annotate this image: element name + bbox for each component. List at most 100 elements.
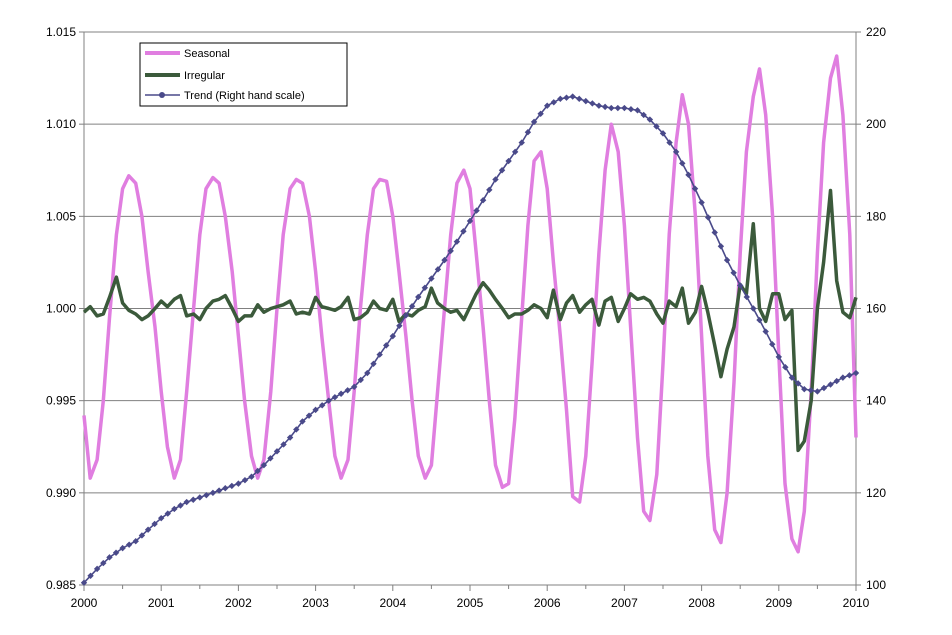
trend-point (428, 275, 435, 282)
trend-point (621, 104, 628, 112)
trend-point (299, 418, 306, 425)
trend-point (827, 381, 834, 388)
x-tick-label: 2008 (688, 596, 715, 610)
trend-point (196, 494, 203, 501)
trend-point (441, 256, 448, 264)
trend-point (762, 328, 769, 335)
trend-point (473, 207, 480, 214)
trend-point (704, 214, 712, 221)
trend-point (750, 305, 757, 312)
trend-point (627, 105, 635, 113)
trend-point (93, 565, 101, 573)
x-tick-label: 2006 (534, 596, 561, 610)
trend-point (814, 388, 821, 395)
x-tick-label: 2001 (148, 596, 175, 610)
trend-point (756, 316, 763, 324)
trend-point (711, 229, 718, 236)
trend-point (190, 496, 197, 503)
trend-point (730, 269, 737, 276)
trend-point (376, 351, 383, 358)
legend-label-trend: Trend (Right hand scale) (184, 90, 305, 102)
trend-point (415, 293, 422, 301)
x-tick-label: 2010 (843, 596, 870, 610)
trend-point (807, 387, 815, 394)
trend-point (782, 364, 789, 371)
trend-point (634, 107, 641, 114)
trend-point (679, 160, 686, 167)
trend-point (280, 441, 287, 448)
trend-point (563, 94, 570, 101)
trend-point (100, 559, 107, 567)
trend-point (389, 332, 396, 340)
trend-point (318, 402, 326, 409)
trend-point (228, 482, 236, 490)
trend-point (421, 284, 429, 291)
trend-point (119, 544, 126, 552)
trend-point (132, 538, 139, 545)
trend-point (608, 104, 615, 112)
x-tick-label: 2005 (457, 596, 484, 610)
trend-point (801, 385, 808, 393)
trend-point (331, 394, 339, 401)
trend-point (254, 467, 261, 475)
trend-point (544, 102, 551, 109)
trend-point (151, 520, 158, 528)
trend-point (177, 502, 184, 509)
trend-point (241, 476, 249, 484)
trend-point (743, 293, 750, 301)
trend-point (653, 123, 660, 130)
trend-point (839, 374, 847, 381)
right-axis: 100 120 140 160 180 200 220 (856, 25, 886, 592)
trend-point (260, 461, 268, 469)
trend-point (492, 176, 499, 183)
trend-point (576, 95, 583, 103)
left-tick-label: 1.000 (46, 302, 76, 316)
trend-point (698, 199, 705, 206)
trend-point (537, 110, 544, 117)
trend-point (595, 102, 603, 109)
trend-point (183, 498, 190, 506)
trend-point (164, 510, 171, 517)
trend-point (87, 572, 94, 579)
x-tick-label: 2000 (71, 596, 98, 610)
trend-point (222, 485, 229, 492)
trend-point (479, 197, 487, 204)
trend-point (691, 185, 699, 192)
trend-point (112, 549, 120, 556)
trend-point (215, 487, 223, 494)
trend-point (659, 130, 667, 137)
trend-point (312, 406, 319, 414)
trend-point (505, 157, 512, 165)
trend-point (557, 95, 564, 103)
trend-point (357, 376, 364, 384)
trend-point (325, 397, 332, 404)
legend: Seasonal Irregular Trend (Right hand sca… (139, 42, 348, 107)
trend-point (235, 480, 242, 487)
trend-point (248, 473, 255, 480)
trend-point (794, 380, 802, 387)
left-tick-label: 1.015 (46, 25, 76, 39)
trend-point (672, 148, 680, 156)
trend-point (486, 186, 493, 194)
left-tick-label: 0.990 (46, 486, 76, 500)
trend-point (723, 256, 731, 264)
trend-point (524, 129, 532, 136)
right-tick-label: 200 (866, 117, 886, 131)
trend-point (203, 491, 210, 499)
trend-point (396, 322, 403, 329)
legend-marker-trend (159, 92, 165, 98)
trend-point (582, 97, 589, 105)
trend-point (364, 369, 371, 377)
trend-point (80, 579, 88, 586)
trend-point (460, 228, 467, 235)
trend-point (293, 426, 300, 433)
trend-point (769, 341, 776, 348)
trend-point (383, 342, 390, 349)
trend-point (788, 374, 796, 381)
trend-point (434, 266, 442, 273)
left-tick-label: 0.995 (46, 394, 76, 408)
trend-point (286, 434, 294, 441)
trend-point (305, 412, 313, 419)
trend-point (614, 104, 622, 112)
right-tick-label: 100 (866, 578, 886, 592)
